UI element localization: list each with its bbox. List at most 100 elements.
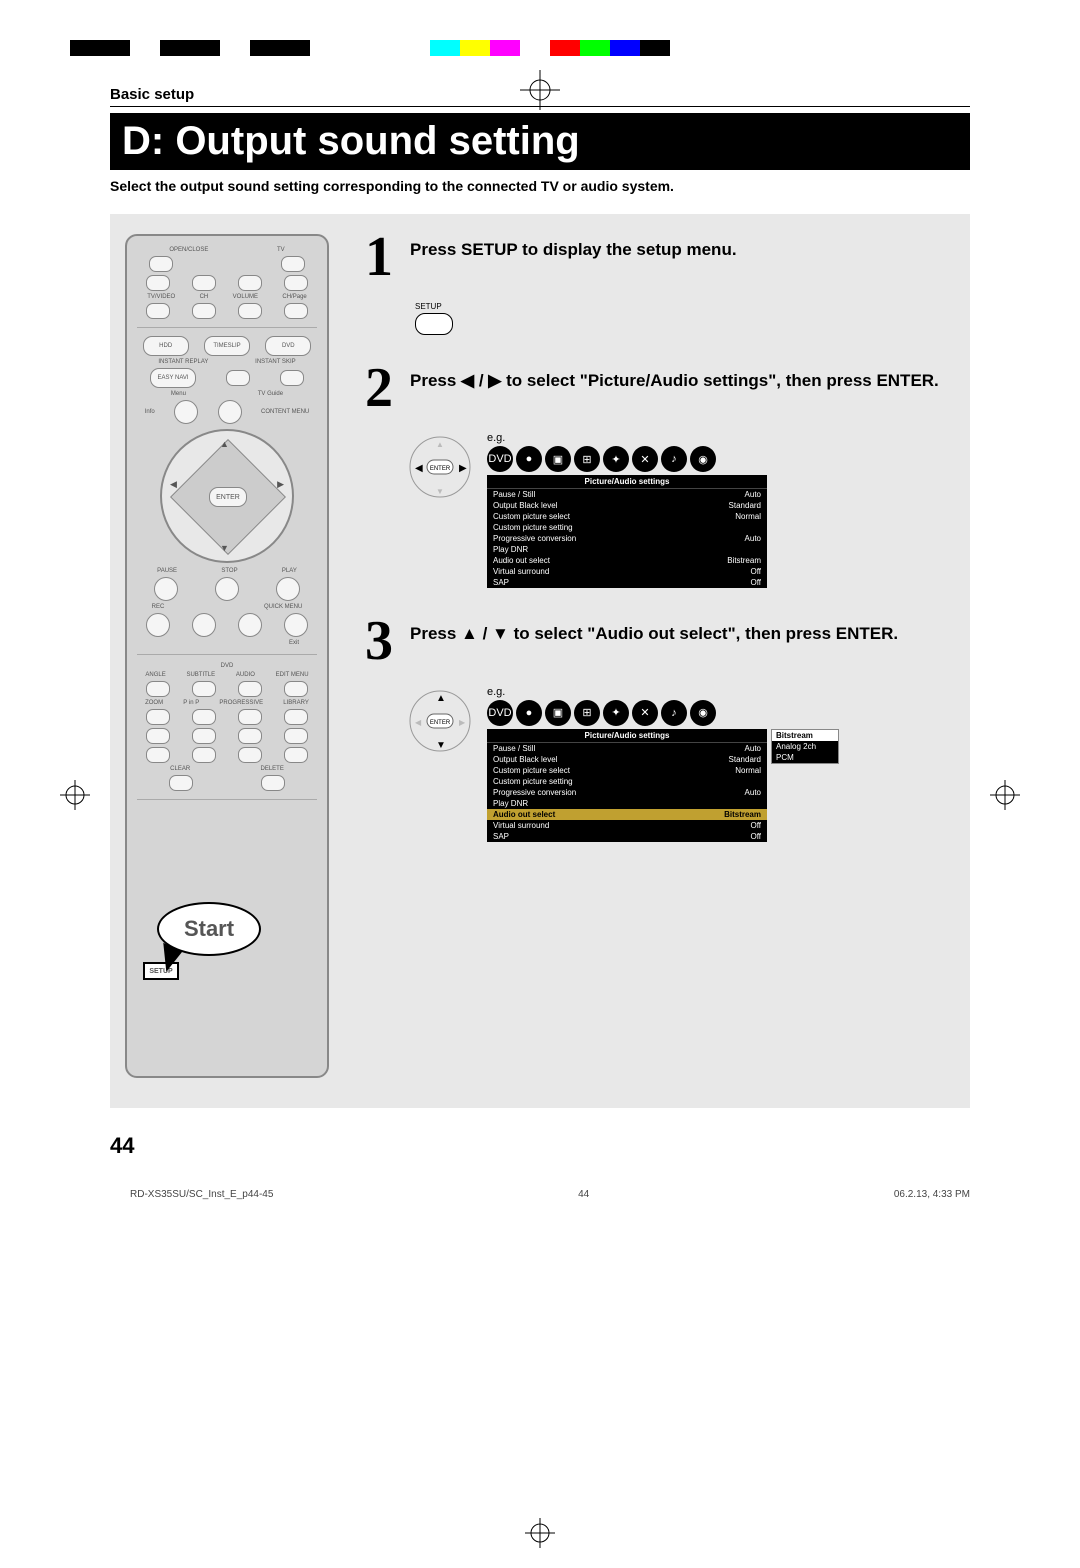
registration-mark-bottom: [525, 1518, 555, 1548]
svg-text:▶: ▶: [459, 718, 466, 727]
menu-row: Audio out selectBitstream: [487, 555, 767, 566]
menu-button: [174, 400, 198, 424]
enter-pad-horizontal: ENTER ◀ ▶ ▲ ▼: [405, 432, 475, 502]
registration-mark-right: [990, 780, 1020, 810]
menu-row: Custom picture setting: [487, 522, 767, 533]
footer-center: 44: [578, 1189, 589, 1200]
popup-option: Bitstream: [772, 730, 838, 741]
menu-row: Play DNR: [487, 798, 767, 809]
easy-navi-button: EASY NAVI: [150, 368, 196, 388]
menu-row: Pause / StillAuto: [487, 743, 767, 754]
menu-category-icon: ◉: [690, 446, 716, 472]
d2-button: [192, 747, 216, 763]
menu-category-icon: ▣: [545, 700, 571, 726]
menu-row: SAPOff: [487, 577, 767, 588]
power-button: [281, 256, 305, 272]
menu-row: Output Black levelStandard: [487, 754, 767, 765]
remote-control-diagram: OPEN/CLOSE TV TV/VI: [125, 234, 329, 1078]
menu-category-icon: ●: [516, 700, 542, 726]
delete-button: [261, 775, 285, 791]
color-calibration-bars: [70, 40, 1080, 56]
instant-replay-button: [226, 370, 250, 386]
start-callout: Start: [157, 902, 261, 956]
ch-button: [192, 303, 216, 319]
menu-box-1: Picture/Audio settings Pause / StillAuto…: [487, 475, 767, 588]
minus-button: [192, 275, 216, 291]
menu-row: SAPOff: [487, 831, 767, 842]
editmenu-button: [284, 681, 308, 697]
menu-row: Pause / StillAuto: [487, 489, 767, 500]
page-title: D: Output sound setting: [110, 113, 970, 170]
dvd-button: DVD: [265, 336, 311, 356]
svg-text:▼: ▼: [436, 740, 446, 751]
menu-row: Progressive conversionAuto: [487, 787, 767, 798]
svg-text:▲: ▲: [436, 440, 444, 449]
step-2-number: 2: [365, 365, 410, 413]
menu-category-icon: DVD: [487, 700, 513, 726]
menu-category-icon: ♪: [661, 700, 687, 726]
vol-button: [238, 303, 262, 319]
svg-text:ENTER: ENTER: [430, 466, 451, 472]
menu-row: Custom picture selectNormal: [487, 511, 767, 522]
display-button: [146, 747, 170, 763]
fl3-button: [238, 728, 262, 744]
d4-button: [284, 747, 308, 763]
registration-mark-left: [60, 780, 90, 810]
tvguide-button: [218, 400, 242, 424]
enter-button: ENTER: [209, 487, 247, 507]
tv-power-button: [146, 275, 170, 291]
hdd-button: HDD: [143, 336, 189, 356]
zoom-button: [146, 709, 170, 725]
menu-category-icon: ●: [516, 446, 542, 472]
popup-option: Analog 2ch: [772, 741, 838, 752]
menu-title-1: Picture/Audio settings: [487, 475, 767, 489]
pinp-button: [192, 709, 216, 725]
menu-category-icon: ⊞: [574, 446, 600, 472]
step-3-text: Press ▲ / ▼ to select "Audio out select"…: [410, 618, 898, 644]
setup-mini-button-icon: [415, 313, 453, 335]
menu-row: Virtual surroundOff: [487, 566, 767, 577]
audio-button: [238, 681, 262, 697]
svg-text:◀: ◀: [415, 463, 423, 474]
menu-row: Custom picture selectNormal: [487, 765, 767, 776]
svg-text:ENTER: ENTER: [430, 720, 451, 726]
tv-label: TV: [277, 247, 285, 253]
enter-pad-vertical: ENTER ◀ ▶ ▲ ▼: [405, 686, 475, 756]
library-button: [284, 709, 308, 725]
fav-button: [192, 613, 216, 637]
menu-row: Play DNR: [487, 544, 767, 555]
menu-row: Virtual surroundOff: [487, 820, 767, 831]
quickmenu-button: [284, 613, 308, 637]
chpage-button: [284, 303, 308, 319]
menu-category-icon: ◉: [690, 700, 716, 726]
popup-option: PCM: [772, 752, 838, 763]
fl2-button: [192, 728, 216, 744]
footer-right: 06.2.13, 4:33 PM: [894, 1189, 970, 1200]
intro-text: Select the output sound setting correspo…: [110, 178, 970, 194]
audio-out-popup: BitstreamAnalog 2chPCM: [771, 729, 839, 764]
menu-category-icon: ✕: [632, 446, 658, 472]
stop-button: [215, 577, 239, 601]
menu-category-icon: ▣: [545, 446, 571, 472]
menu-box-2: Picture/Audio settings Pause / StillAuto…: [487, 729, 767, 842]
registration-mark-top: [520, 70, 560, 110]
timeslip-button: TIMESLIP: [204, 336, 250, 356]
angle-button: [146, 681, 170, 697]
circ-button: [238, 613, 262, 637]
menu-category-icon: DVD: [487, 446, 513, 472]
ch-up-button: [284, 275, 308, 291]
menu-icon-row-1: DVD●▣⊞✦✕♪◉: [487, 446, 955, 472]
rec-button: [146, 613, 170, 637]
play-button: [276, 577, 300, 601]
menu-category-icon: ✦: [603, 446, 629, 472]
instant-skip-button: [280, 370, 304, 386]
step-1-number: 1: [365, 234, 410, 282]
step-1-text: Press SETUP to display the setup menu.: [410, 234, 737, 260]
menu-category-icon: ♪: [661, 446, 687, 472]
fl1-button: [146, 728, 170, 744]
setup-mini-label: SETUP: [415, 302, 955, 311]
menu-category-icon: ✦: [603, 700, 629, 726]
eg-label-2: e.g.: [487, 686, 955, 698]
menu-row: Audio out selectBitstream: [487, 809, 767, 820]
eject-button: [149, 256, 173, 272]
